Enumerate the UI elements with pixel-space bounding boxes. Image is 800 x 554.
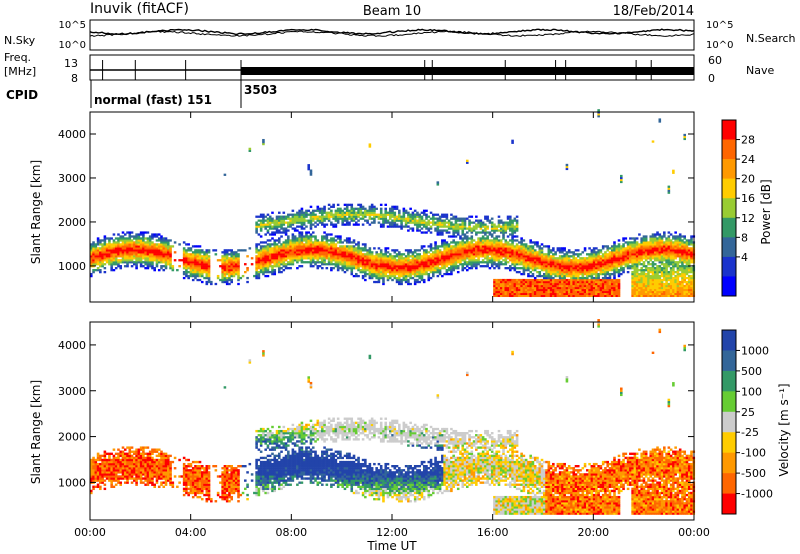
colorbar-tick-label: -1000 xyxy=(741,488,773,501)
freq-left-tick-bottom: 8 xyxy=(71,72,78,85)
colorbar-tick-label: 12 xyxy=(741,212,755,225)
x-tick-labels: 00:00 04:00 08:00 12:00 16:00 20:00 00:00 xyxy=(74,112,710,539)
nave-tick-top: 60 xyxy=(708,54,722,67)
y-tick-label: 3000 xyxy=(58,385,86,398)
colorbar-swatch xyxy=(722,493,736,515)
freq-left-tick-top: 13 xyxy=(64,57,78,70)
x-tick-label: 00:00 xyxy=(74,526,106,539)
noise-and-frequency-traces xyxy=(89,28,695,108)
colorbar-tick-label: -25 xyxy=(741,426,759,439)
x-tick-label: 08:00 xyxy=(275,526,307,539)
colorbar-swatch xyxy=(722,370,736,392)
noise-right-tick-top: 10^5 xyxy=(706,20,733,31)
colorbar-tick-label: 500 xyxy=(741,365,762,378)
y-tick-labels: 1000 1000 2000 2000 3000 3000 4000 4000 xyxy=(58,128,694,489)
freq-label: Freq. xyxy=(4,51,31,64)
colorbar-swatch xyxy=(722,350,736,372)
power-heatmap-cells xyxy=(90,109,696,298)
colorbar-tick-label: 28 xyxy=(741,134,755,147)
colorbar-tick-label: 1000 xyxy=(741,344,769,357)
power-colorbar: 28 24 20 16 12 8 4 xyxy=(721,119,755,297)
colorbar-swatch xyxy=(722,411,736,433)
colorbar-tick-label: -100 xyxy=(741,447,766,460)
colorbar-swatch xyxy=(722,237,736,258)
velocity-colorbar: 1000 500 100 25 -25 -100 -500 -1000 xyxy=(721,329,773,515)
colorbar-swatch xyxy=(722,473,736,494)
colorbar-swatch xyxy=(722,217,736,238)
y-tick-label: 4000 xyxy=(58,128,86,141)
colorbar-swatch xyxy=(722,432,736,453)
noise-left-tick-bottom: 10^0 xyxy=(59,40,86,51)
colorbar-swatch xyxy=(722,178,736,199)
y-tick-label: 2000 xyxy=(58,216,86,229)
x-axis-label: Time UT xyxy=(366,539,417,553)
freq-unit-label: [MHz] xyxy=(4,65,36,78)
x-tick-label: 20:00 xyxy=(577,526,609,539)
y-tick-label: 1000 xyxy=(58,476,86,489)
y-tick-label: 2000 xyxy=(58,431,86,444)
colorbar-tick-label: 24 xyxy=(741,153,755,166)
colorbar-swatch xyxy=(722,159,736,179)
nave-tick-bottom: 0 xyxy=(708,72,715,85)
colorbar-tick-label: 20 xyxy=(741,173,755,186)
cpid-label: CPID xyxy=(6,88,38,102)
colorbar-swatch xyxy=(722,276,736,297)
cpid-segment-normal: normal (fast) 151 xyxy=(94,93,212,107)
x-tick-label: 04:00 xyxy=(175,526,207,539)
y-tick-label: 4000 xyxy=(58,339,86,352)
colorbar-swatch xyxy=(722,139,736,160)
colorbar-swatch xyxy=(722,120,736,140)
colorbar-tick-label: 4 xyxy=(741,251,748,264)
cpid-segment-3503: 3503 xyxy=(244,83,277,97)
station-title: Inuvik (fitACF) xyxy=(90,1,189,17)
colorbar-swatch xyxy=(722,391,736,413)
noise-right-tick-bottom: 10^0 xyxy=(706,40,733,51)
y-tick-label: 1000 xyxy=(58,260,86,273)
colorbar-tick-label: -500 xyxy=(741,467,766,480)
colorbar-tick-label: 25 xyxy=(741,406,755,419)
colorbar-swatch xyxy=(722,330,736,351)
colorbar-tick-label: 16 xyxy=(741,192,755,205)
x-tick-label: 16:00 xyxy=(477,526,509,539)
colorbar-tick-label: 100 xyxy=(741,385,762,398)
power-colorbar-label: Power [dB] xyxy=(759,179,773,244)
velocity-colorbar-label: Velocity [m s⁻¹] xyxy=(777,383,791,476)
noise-search-label: N.Search xyxy=(746,32,796,45)
colorbar-swatch xyxy=(722,452,736,474)
colorbar-swatch xyxy=(722,198,736,219)
colorbar-tick-label: 8 xyxy=(741,231,748,244)
velocity-heatmap-cells xyxy=(90,319,696,515)
x-tick-label: 12:00 xyxy=(376,526,408,539)
x-tick-label: 00:00 xyxy=(678,526,710,539)
beam-title: Beam 10 xyxy=(363,4,421,19)
colorbar-swatch xyxy=(722,256,736,277)
nave-label: Nave xyxy=(746,64,774,77)
date-title: 18/Feb/2014 xyxy=(613,4,694,19)
velocity-y-axis-label: Slant Range [km] xyxy=(29,380,43,484)
y-tick-label: 3000 xyxy=(58,172,86,185)
noise-sky-label: N.Sky xyxy=(4,34,36,47)
power-y-axis-label: Slant Range [km] xyxy=(29,160,43,264)
noise-left-tick-top: 10^5 xyxy=(59,20,86,31)
